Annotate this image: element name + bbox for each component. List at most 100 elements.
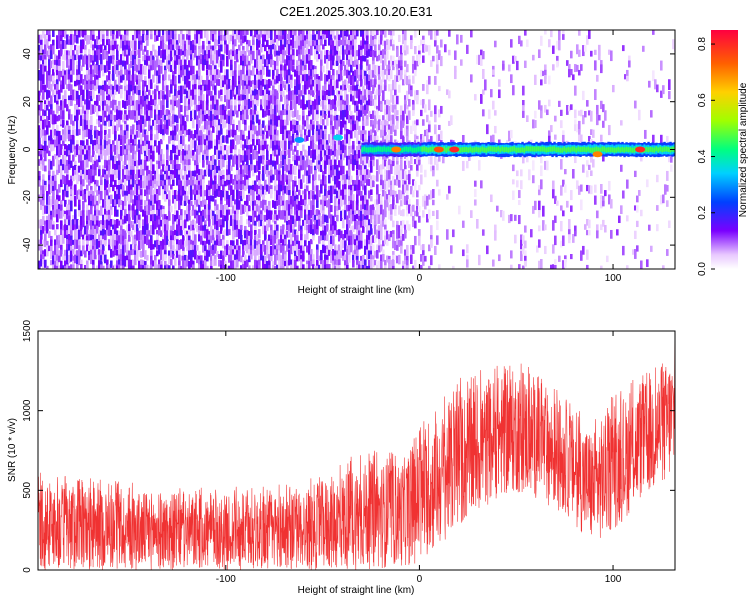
spectrogram-cell: [104, 190, 107, 201]
spectrogram-cell: [114, 180, 117, 187]
spectrogram-cell: [138, 124, 141, 133]
spectrogram-cell: [80, 54, 83, 60]
spectrogram-cell: [56, 59, 59, 69]
spectrogram-cell: [250, 144, 253, 153]
spectrogram-cell: [196, 199, 199, 207]
spectrogram-cell: [106, 134, 109, 142]
spectrogram-cell: [56, 265, 59, 269]
spectrogram-cell: [130, 84, 133, 92]
spectrogram-cell: [52, 264, 55, 269]
spectrogram-cell: [150, 125, 153, 132]
spectrogram-cell: [318, 264, 321, 269]
spectrogram-cell: [352, 70, 355, 81]
spectrogram-cell: [58, 184, 61, 193]
spectrogram-cell: [134, 85, 137, 94]
spectrogram-cell: [90, 115, 93, 127]
spectrogram-cell: [188, 60, 191, 68]
spectrogram-cell: [88, 169, 91, 180]
spectrogram-cell: [276, 149, 279, 158]
spectrogram-cell: [366, 215, 369, 222]
spectrogram-cell: [320, 59, 323, 67]
spectrogram-cell: [312, 129, 315, 138]
spectrogram-cell: [182, 154, 185, 166]
spectrogram-cell: [46, 104, 49, 111]
spectrogram-cell: [298, 79, 301, 89]
spectrogram-cell: [96, 220, 99, 228]
spectrogram-cell: [334, 220, 337, 228]
spectrogram-cell: [52, 110, 55, 118]
spectrogram-cell: [280, 244, 283, 253]
spectrogram-cell: [310, 89, 313, 96]
spectrogram-cell: [140, 169, 143, 177]
spectrogram-cell: [308, 215, 311, 223]
spectrogram-cell: [184, 194, 187, 205]
spectrogram-cell: [244, 260, 247, 269]
spectrogram-cell: [190, 54, 193, 60]
spectrogram-cell: [98, 194, 101, 204]
spectrogram-cell: [270, 104, 273, 115]
spectrogram-cell: [332, 235, 335, 241]
spectrogram-cell: [80, 85, 83, 96]
spectrogram-cell: [54, 260, 57, 267]
spectrogram-cell: [292, 134, 295, 143]
spectrogram-cell: [158, 244, 161, 252]
spectrogram-cell: [158, 154, 161, 162]
spectrogram-cell: [234, 154, 237, 165]
spectrogram-cell: [108, 214, 111, 224]
spectrogram-cell: [84, 265, 87, 269]
spectrogram-cell: [80, 45, 83, 54]
spectrogram-cell: [136, 55, 139, 65]
spectrogram-cell: [290, 74, 293, 81]
spectrogram-cell: [314, 144, 317, 154]
spectrogram-cell: [94, 64, 97, 74]
spectrogram-cell: [70, 44, 73, 51]
spectrogram-cell: [100, 54, 103, 65]
spectrogram-cell: [224, 95, 227, 103]
spectrogram-cell: [174, 69, 177, 75]
spectrogram-cell: [84, 114, 87, 121]
spectrogram-cell: [130, 134, 133, 144]
spectrogram-cell: [254, 235, 257, 243]
spectrogram-cell: [172, 214, 175, 225]
spectrogram-cell: [148, 64, 151, 72]
spectrogram-cell: [272, 39, 275, 48]
spectrogram-cell: [318, 219, 321, 226]
spectrogram-cell: [184, 59, 187, 70]
spectrogram-cell: [54, 139, 57, 148]
spectrogram-cell: [368, 44, 371, 53]
spectrogram-cell: [40, 195, 43, 203]
spectrogram-cell: [252, 100, 255, 107]
spectrogram-cell: [246, 229, 249, 240]
spectrogram-cell: [250, 30, 253, 37]
spectrogram-cell: [256, 204, 259, 212]
spectrogram-cell: [206, 210, 209, 219]
spectrogram-cell: [362, 34, 365, 41]
spectrogram-cell: [72, 170, 75, 178]
spectrogram-cell: [90, 55, 93, 63]
spectrogram-cell: [116, 49, 119, 56]
spectrogram-cell: [162, 34, 165, 44]
spectrogram-cell: [310, 119, 313, 127]
spectrogram-cell: [344, 149, 347, 158]
spectrogram-cell: [152, 145, 155, 153]
spectrogram-cell: [82, 245, 85, 255]
spectrogram-cell: [78, 99, 81, 107]
spectrogram-cell: [274, 95, 277, 105]
spectrogram-cell: [250, 70, 253, 76]
spectrogram-cell: [356, 154, 359, 164]
spectrogram-cell: [124, 215, 127, 224]
spectrogram-cell: [338, 39, 341, 47]
spectrogram-cell: [112, 184, 115, 192]
spectrogram-cell: [266, 100, 269, 107]
spectrogram-cell: [276, 39, 279, 47]
spectrogram-cell: [208, 209, 211, 216]
spectrogram-cell: [86, 244, 89, 252]
spectrogram-cell: [266, 144, 269, 152]
spectrogram-cell: [368, 99, 371, 106]
spectrogram-cell: [254, 185, 257, 191]
spectrogram-cell: [168, 30, 171, 38]
spectrogram-cell: [258, 214, 261, 222]
spectrogram-cell: [118, 220, 121, 226]
spectrogram-cell: [326, 50, 329, 58]
spectrogram-cell: [42, 239, 45, 247]
